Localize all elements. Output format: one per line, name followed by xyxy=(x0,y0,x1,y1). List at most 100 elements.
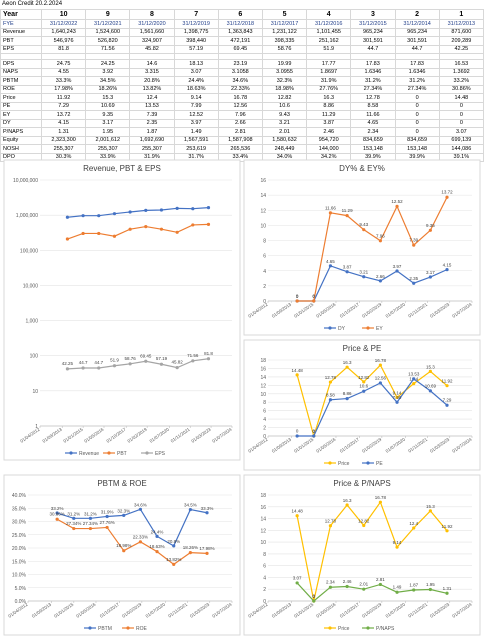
data-point xyxy=(138,507,142,511)
data-point xyxy=(362,275,366,279)
data-label: 30.86% xyxy=(50,512,65,517)
table-cell: 153,148 xyxy=(394,144,440,154)
y-tick-label: 4 xyxy=(263,575,266,581)
data-label: 7.29 xyxy=(443,398,452,403)
data-label: 0 xyxy=(296,294,299,299)
table-cell: 81.8 xyxy=(40,44,87,54)
data-point xyxy=(155,534,159,538)
data-label: 2.35 xyxy=(409,276,418,281)
data-label: 34.5% xyxy=(184,503,197,508)
table-cell: 1,363,843 xyxy=(217,27,263,37)
y-tick-label: 8 xyxy=(263,552,266,558)
table-cell: 7.29 xyxy=(40,101,87,111)
data-point xyxy=(428,275,432,279)
data-label: 2.01 xyxy=(359,582,368,587)
table-cell: 27.34% xyxy=(394,84,440,94)
legend-label: Price xyxy=(338,461,350,467)
table-cell: 2.46 xyxy=(306,127,352,137)
chart-frame xyxy=(3,474,241,636)
legend-label: Price xyxy=(338,626,350,632)
data-point xyxy=(295,373,299,377)
data-point xyxy=(395,395,399,400)
data-point xyxy=(128,362,132,366)
table-cell: 2.81 xyxy=(217,127,263,137)
row-label: Revenue xyxy=(0,27,42,37)
table-cell: 33.2% xyxy=(438,76,484,86)
chart-title: Price & PE xyxy=(343,344,382,353)
data-point xyxy=(159,362,164,366)
table-cell: 31/12/2022 xyxy=(40,19,87,29)
data-point xyxy=(191,207,195,211)
data-point xyxy=(428,587,432,592)
chart-title: DY% & EY% xyxy=(339,164,385,173)
data-point xyxy=(206,205,211,210)
row-label: FYE xyxy=(0,19,42,29)
series-line xyxy=(67,223,209,240)
table-cell: 31/12/2020 xyxy=(129,19,175,29)
data-point xyxy=(378,500,382,504)
table-cell: 18.63% xyxy=(173,84,219,94)
data-label: 33.2% xyxy=(51,506,64,511)
table-cell: 31.2% xyxy=(394,76,440,86)
table-row: DPO 30.3% 33.9% 31.9% 31.7% 33.4% 34.0% 34.2% 39… xyxy=(0,152,484,162)
table-cell: 17.83 xyxy=(394,59,440,69)
table-cell: 1.6346 xyxy=(394,67,440,77)
y-tick-label: 100 xyxy=(30,354,39,360)
data-label: 0 xyxy=(313,594,316,599)
table-cell: 0 xyxy=(394,110,440,120)
data-point xyxy=(65,367,70,371)
table-cell: 27.34% xyxy=(350,84,396,94)
data-label: 3.07 xyxy=(293,575,302,580)
table-cell: 2.66 xyxy=(217,118,263,128)
year-cell: 6 xyxy=(217,9,263,20)
series-line xyxy=(296,582,448,602)
table-row: EPS 81.8 71.56 45.82 57.19 69.45 58.76 51.9 44.7… xyxy=(0,44,484,54)
chart-frame xyxy=(243,159,481,336)
row-label: Equity xyxy=(0,135,42,145)
data-point xyxy=(81,366,85,370)
data-label: 17.98% xyxy=(199,546,214,551)
data-point xyxy=(395,590,399,594)
y-tick-label: 2 xyxy=(263,426,266,432)
table-cell: 4.55 xyxy=(40,67,87,77)
row-label: PBTM xyxy=(0,76,42,86)
data-point xyxy=(345,214,349,218)
data-point xyxy=(144,208,148,213)
data-label: 16.3 xyxy=(343,360,352,365)
data-label: 12.82 xyxy=(358,519,370,524)
data-point xyxy=(144,359,148,363)
data-label: 12.82 xyxy=(358,375,370,380)
table-cell: 9.43 xyxy=(261,110,308,120)
table-cell: 2.34 xyxy=(350,127,396,137)
table-cell: 13.53 xyxy=(129,101,175,111)
data-label: 44.7 xyxy=(79,360,88,365)
y-tick-label: 0.0% xyxy=(15,599,27,605)
table-cell: 1,524,600 xyxy=(85,27,131,37)
year-cell: 3 xyxy=(350,9,396,20)
legend-marker xyxy=(366,326,370,330)
table-cell: 1,101,455 xyxy=(306,27,352,37)
y-tick-label: 6 xyxy=(263,409,266,415)
table-cell: 3.0955 xyxy=(261,67,308,77)
legend-marker xyxy=(366,461,370,465)
table-cell: 1.87 xyxy=(129,127,175,137)
row-label: ROE xyxy=(0,84,42,94)
table-cell: 965,234 xyxy=(350,27,396,37)
table-cell: 31/12/2017 xyxy=(261,19,308,29)
data-point xyxy=(128,210,132,214)
chart-title: PBTM & ROE xyxy=(97,479,146,488)
data-label: 0 xyxy=(313,429,316,434)
data-point xyxy=(395,204,399,208)
year-cell: 10 xyxy=(40,9,87,20)
data-point xyxy=(81,231,85,236)
table-cell: 1,587,908 xyxy=(217,135,263,145)
data-point xyxy=(65,215,70,219)
table-cell: 10.69 xyxy=(85,101,131,111)
table-cell: 51.9 xyxy=(306,44,352,54)
y-tick-label: 12 xyxy=(260,208,266,214)
series-line xyxy=(56,518,208,566)
legend-label: EY xyxy=(376,326,383,332)
data-point xyxy=(395,545,399,549)
row-label: EY xyxy=(0,110,42,120)
legend-label: ROE xyxy=(136,626,148,632)
